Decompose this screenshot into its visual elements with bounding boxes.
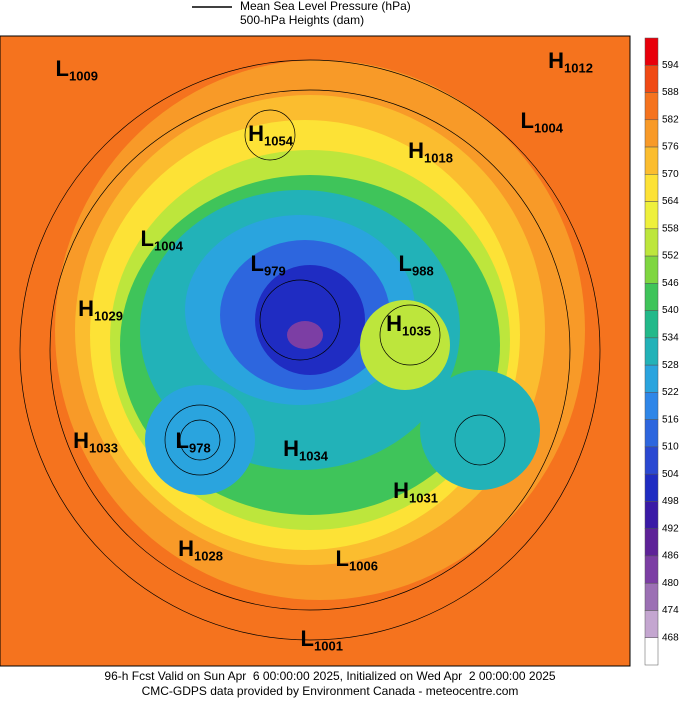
center-letter: H	[178, 536, 194, 561]
colorbar-box	[644, 310, 659, 339]
colorbar-label: 468	[662, 632, 679, 643]
center-value: 1001	[314, 638, 343, 653]
colorbar-box	[644, 610, 659, 638]
footer-text: CMC-GDPS data provided by Environment Ca…	[142, 684, 519, 698]
legend-text: 500-hPa Heights (dam)	[240, 13, 364, 27]
colorbar-box	[644, 582, 659, 611]
center-letter: L	[399, 251, 412, 276]
colorbar-label: 588	[662, 87, 679, 98]
colorbar-box	[644, 201, 659, 230]
center-letter: H	[73, 428, 89, 453]
colorbar-box	[644, 119, 659, 148]
colorbar-box	[644, 419, 659, 448]
center-value: 1035	[402, 323, 431, 338]
legend-text: Mean Sea Level Pressure (hPa)	[240, 0, 411, 13]
center-value: 988	[412, 263, 434, 278]
colorbar-box	[644, 146, 659, 175]
map	[0, 35, 631, 667]
colorbar-box	[644, 555, 659, 584]
colorbar-box	[644, 283, 659, 311]
colorbar-box	[644, 392, 659, 420]
center-value: 1009	[69, 68, 98, 83]
colorbar-label: 564	[662, 196, 679, 207]
colorbar-box	[644, 37, 659, 66]
center-value: 1004	[154, 238, 184, 253]
center-letter: H	[78, 296, 94, 321]
colorbar-label: 570	[662, 169, 679, 180]
center-value: 1004	[534, 120, 564, 135]
center-value: 1006	[349, 558, 378, 573]
colorbar: 594 588 582 576 570 564 558 552 546 540 534 528 522 5…	[644, 37, 679, 666]
center-value: 1054	[264, 133, 294, 148]
colorbar-box	[644, 446, 659, 475]
center-value: 979	[264, 263, 286, 278]
center-letter: H	[408, 138, 424, 163]
colorbar-box	[644, 364, 659, 393]
center-letter: L	[56, 56, 69, 81]
center-value: 1018	[424, 150, 453, 165]
colorbar-box	[644, 501, 659, 529]
center-value: 1033	[89, 440, 118, 455]
center-letter: H	[386, 311, 402, 336]
center-letter: H	[283, 436, 299, 461]
center-letter: L	[521, 108, 534, 133]
center-letter: H	[548, 48, 564, 73]
colorbar-box	[644, 92, 659, 121]
colorbar-label: 498	[662, 496, 679, 507]
footer-text: 96-h Fcst Valid on Sun Apr 6 00:00:00 20…	[104, 669, 556, 683]
colorbar-label: 474	[662, 605, 679, 616]
colorbar-label: 486	[662, 551, 679, 562]
colorbar-label: 594	[662, 60, 679, 71]
center-letter: L	[336, 546, 349, 571]
colorbar-label: 576	[662, 142, 679, 153]
center-letter: L	[301, 626, 314, 651]
colorbar-box	[644, 174, 659, 202]
colorbar-label: 552	[662, 251, 679, 262]
center-value: 1012	[564, 60, 593, 75]
center-value: 1031	[409, 490, 438, 505]
colorbar-label: 540	[662, 305, 679, 316]
center-value: 978	[189, 440, 211, 455]
colorbar-label: 534	[662, 333, 679, 344]
center-letter: L	[251, 251, 264, 276]
colorbar-label: 558	[662, 223, 679, 234]
colorbar-label: 492	[662, 523, 679, 534]
colorbar-label: 504	[662, 469, 679, 480]
center-letter: H	[393, 478, 409, 503]
colorbar-box	[644, 228, 659, 257]
colorbar-box	[644, 337, 659, 366]
colorbar-box	[644, 65, 659, 93]
colorbar-label: 516	[662, 414, 679, 425]
center-value: 1034	[299, 448, 329, 463]
center-value: 1028	[194, 548, 223, 563]
colorbar-label: 480	[662, 578, 679, 589]
colorbar-label: 522	[662, 387, 679, 398]
colorbar-box	[644, 473, 659, 502]
colorbar-label: 582	[662, 114, 679, 125]
center-letter: L	[176, 428, 189, 453]
map-frame	[0, 35, 631, 667]
center-letter: H	[248, 121, 264, 146]
colorbar-label: 510	[662, 442, 679, 453]
center-letter: L	[141, 226, 154, 251]
colorbar-box	[644, 637, 659, 666]
center-value: 1029	[94, 308, 123, 323]
colorbar-box	[644, 255, 659, 284]
colorbar-label: 546	[662, 278, 679, 289]
colorbar-box	[644, 528, 659, 557]
colorbar-label: 528	[662, 360, 679, 371]
